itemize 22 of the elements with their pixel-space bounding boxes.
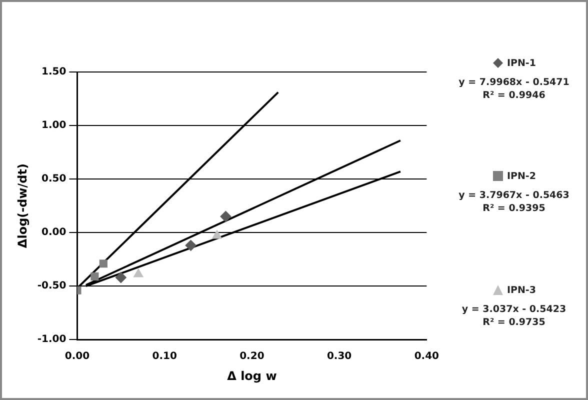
x-tick-label: 0.10 xyxy=(152,351,177,362)
x-tick-label: 0.40 xyxy=(414,351,440,362)
legend-label: IPN-3 xyxy=(506,284,536,296)
y-tick-label: 0.00 xyxy=(42,227,66,238)
text: R² = 0.9395 xyxy=(482,203,546,214)
text: y = 7.9968x - 0.5471 xyxy=(458,77,570,88)
y-tick-label: -1.00 xyxy=(37,334,66,346)
legend-label: IPN-2 xyxy=(506,170,536,182)
y-tick-label: 1.00 xyxy=(42,120,66,132)
x-tick-label: 0.20 xyxy=(240,351,264,362)
legend-label: IPN-1 xyxy=(506,58,536,68)
text: y = 3.7967x - 0.5463 xyxy=(458,190,570,201)
y-axis-title: Δlog(-dw/dt) xyxy=(15,164,30,248)
y-tick-label: 0.50 xyxy=(42,174,66,185)
text: R² = 0.9946 xyxy=(482,90,546,101)
x-axis-title: Δ log w xyxy=(227,368,277,383)
text: R² = 0.9735 xyxy=(482,317,546,328)
text: y = 3.037x - 0.5423 xyxy=(460,304,568,315)
x-tick-label: 0.00 xyxy=(64,351,90,362)
y-tick-label: -0.50 xyxy=(37,280,66,292)
y-tick-label: 1.50 xyxy=(42,66,66,78)
x-tick-label: 0.30 xyxy=(326,351,352,362)
